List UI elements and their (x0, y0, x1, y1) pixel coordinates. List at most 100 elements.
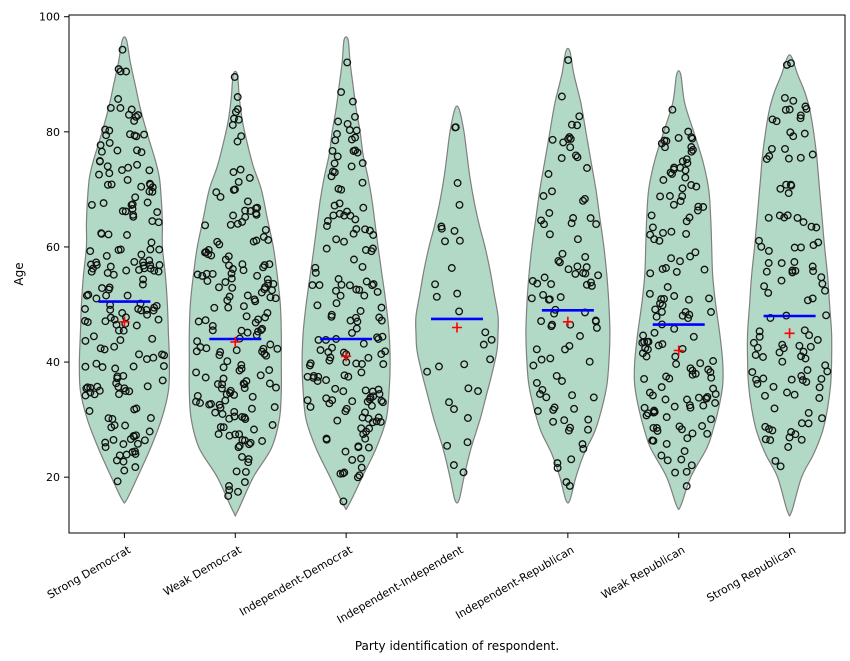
data-point (808, 294, 817, 303)
data-point (699, 203, 708, 211)
data-point (322, 244, 331, 253)
data-point (582, 280, 591, 289)
data-point (204, 250, 213, 259)
data-point (216, 192, 225, 201)
data-point (263, 308, 272, 317)
data-point (800, 129, 809, 138)
data-point (566, 143, 575, 152)
data-point (227, 274, 236, 283)
data-point (550, 403, 559, 412)
data-point (579, 196, 587, 205)
data-point (306, 402, 315, 411)
data-point (771, 456, 780, 465)
data-point (676, 163, 685, 172)
data-point (573, 262, 582, 271)
data-point (796, 114, 805, 123)
data-point (154, 315, 163, 324)
data-point (705, 294, 713, 303)
data-point (805, 331, 814, 340)
data-point (576, 332, 584, 340)
data-point (678, 192, 687, 201)
data-point (650, 406, 659, 415)
data-point (373, 333, 382, 342)
data-point (760, 282, 769, 291)
data-point (323, 222, 331, 230)
data-point (782, 180, 791, 189)
data-point (755, 327, 764, 336)
data-point (99, 199, 108, 208)
data-point (86, 247, 95, 256)
data-point (128, 200, 137, 209)
data-point (665, 192, 674, 200)
data-point (678, 184, 687, 193)
data-point (309, 373, 318, 382)
data-point (651, 305, 660, 314)
data-point (345, 281, 354, 290)
mean-marker (673, 345, 684, 356)
data-point (268, 286, 276, 295)
data-point (364, 353, 373, 362)
data-point (675, 422, 684, 431)
data-point (102, 131, 111, 140)
data-point (358, 178, 367, 187)
data-point (110, 421, 119, 430)
data-point (764, 259, 773, 267)
data-point (573, 153, 582, 162)
data-point (230, 73, 239, 81)
data-point (374, 335, 383, 343)
data-point (339, 497, 348, 506)
data-point (692, 182, 701, 191)
data-point (648, 436, 657, 445)
data-point (237, 132, 246, 141)
data-point (358, 360, 366, 368)
data-point (260, 261, 269, 270)
data-point (106, 103, 115, 112)
data-point (264, 236, 273, 244)
data-point (254, 315, 263, 324)
data-point (256, 371, 265, 380)
data-point (681, 307, 690, 316)
data-point (257, 326, 266, 335)
data-point (247, 404, 256, 413)
y-tick-label: 60 (46, 241, 60, 254)
data-point (240, 384, 249, 393)
data-point (591, 316, 600, 325)
data-point (564, 265, 573, 274)
data-point (351, 215, 360, 224)
data-point (315, 281, 324, 290)
data-point (657, 383, 666, 392)
data-point (564, 56, 573, 65)
data-point (369, 231, 378, 239)
data-point (239, 302, 248, 311)
data-point (694, 202, 703, 211)
data-point (111, 364, 120, 373)
data-point (105, 138, 114, 147)
data-point (547, 280, 556, 289)
data-point (225, 261, 233, 270)
data-point (663, 283, 672, 291)
data-point (224, 252, 233, 261)
data-point (685, 213, 694, 222)
data-point (548, 187, 556, 196)
data-point (258, 437, 267, 445)
x-tick-label: Weak Republican (599, 543, 687, 601)
data-point (348, 97, 357, 106)
data-point (193, 270, 202, 279)
data-point (791, 430, 800, 439)
data-point (797, 419, 806, 428)
data-point (357, 368, 366, 377)
data-point (332, 286, 340, 295)
data-point (82, 384, 91, 393)
data-point (228, 283, 237, 292)
data-point (131, 193, 140, 202)
data-point (797, 243, 805, 252)
data-point (230, 407, 239, 416)
data-point (800, 326, 809, 335)
data-point (555, 258, 564, 267)
data-point (768, 426, 777, 435)
data-point (686, 252, 695, 261)
data-point (663, 456, 672, 465)
data-point (711, 399, 720, 407)
data-point (330, 201, 339, 210)
data-point (684, 295, 693, 304)
